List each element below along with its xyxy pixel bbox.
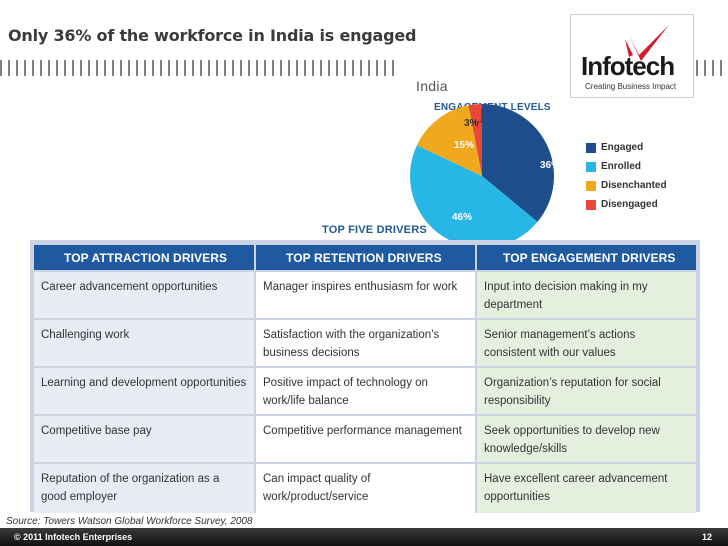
pie-chart: 36% 46% 15% 3% [409, 104, 560, 249]
title-stripes [0, 60, 400, 76]
table-header-row: TOP ATTRACTION DRIVERS TOP RETENTION DRI… [34, 245, 696, 271]
table-row: Competitive base pay Competitive perform… [34, 414, 696, 463]
engagement-chart: India ENGAGEMENT LEVELS 36%46%15%3% Enga… [400, 78, 700, 249]
legend-swatch [586, 161, 596, 172]
footer-copyright: © 2011 Infotech Enterprises [14, 532, 133, 542]
drivers-table: TOP ATTRACTION DRIVERS TOP RETENTION DRI… [34, 245, 696, 513]
page-number: 12 [701, 532, 712, 542]
chart-legend: Engaged Enrolled Disenchanted Disengaged [586, 138, 667, 214]
chart-country: India [416, 78, 448, 94]
footer-bar: © 2011 Infotech Enterprises 12 [0, 528, 728, 546]
table-cell: Senior management’s actions consistent w… [476, 318, 696, 367]
title-stripes-right [696, 60, 728, 76]
legend-swatch [586, 180, 596, 191]
table-cell: Competitive base pay [34, 414, 256, 463]
drivers-table-wrap: TOP ATTRACTION DRIVERS TOP RETENTION DRI… [30, 240, 700, 513]
pie-label-disengaged: 3% [464, 118, 479, 129]
logo-wordmark: Infotech [581, 51, 674, 81]
table-row: Career advancement opportunities Manager… [34, 270, 696, 319]
legend-swatch [586, 142, 596, 153]
table-cell: Challenging work [34, 318, 256, 367]
table-cell: Satisfaction with the organization’s bus… [255, 318, 477, 367]
pie-label-disenchanted: 15% [454, 140, 474, 151]
table-row: Learning and development opportunities P… [34, 366, 696, 415]
table-cell: Learning and development opportunities [34, 366, 256, 415]
column-header-retention: TOP RETENTION DRIVERS [255, 245, 477, 271]
legend-label: Engaged [601, 142, 644, 153]
logo-tagline: Creating Business Impact [585, 82, 677, 91]
table-cell: Reputation of the organization as a good… [34, 462, 256, 513]
source-note: Source: Towers Watson Global Workforce S… [6, 516, 253, 527]
column-header-engagement: TOP ENGAGEMENT DRIVERS [476, 245, 696, 271]
legend-swatch [586, 199, 596, 210]
legend-item-enrolled: Enrolled [586, 157, 667, 176]
table-cell: Manager inspires enthusiasm for work [255, 270, 477, 319]
legend-label: Disengaged [601, 199, 658, 210]
pie-slice-engaged [482, 104, 554, 222]
table-row: Challenging work Satisfaction with the o… [34, 318, 696, 367]
logo-mark-icon: Infotech Creating Business Impact [581, 25, 677, 91]
legend-item-engaged: Engaged [586, 138, 667, 157]
table-cell: Input into decision making in my departm… [476, 270, 696, 319]
table-cell: Can impact quality of work/product/servi… [255, 462, 477, 513]
table-cell: Competitive performance management [255, 414, 477, 463]
pie-slice-enrolled [409, 145, 538, 249]
table-cell: Seek opportunities to develop new knowle… [476, 414, 696, 463]
legend-item-disengaged: Disengaged [586, 195, 667, 214]
table-cell: Have excellent career advancement opport… [476, 462, 696, 513]
slice-leader-line [474, 108, 483, 123]
table-cell: Organization’s reputation for social res… [476, 366, 696, 415]
drivers-heading: TOP FIVE DRIVERS [322, 224, 427, 236]
legend-item-disenchanted: Disenchanted [586, 176, 667, 195]
table-cell: Career advancement opportunities [34, 270, 256, 319]
table-cell: Positive impact of technology on work/li… [255, 366, 477, 415]
pie-label-enrolled: 46% [452, 212, 472, 223]
slide-title: Only 36% of the workforce in India is en… [8, 26, 417, 45]
legend-label: Enrolled [601, 161, 642, 172]
column-header-attraction: TOP ATTRACTION DRIVERS [34, 245, 256, 271]
table-row: Reputation of the organization as a good… [34, 462, 696, 513]
pie-slice-disenchanted [416, 105, 482, 176]
legend-label: Disenchanted [601, 180, 667, 191]
infotech-logo: Infotech Creating Business Impact [570, 14, 694, 98]
pie-label-engaged: 36% [540, 160, 560, 171]
